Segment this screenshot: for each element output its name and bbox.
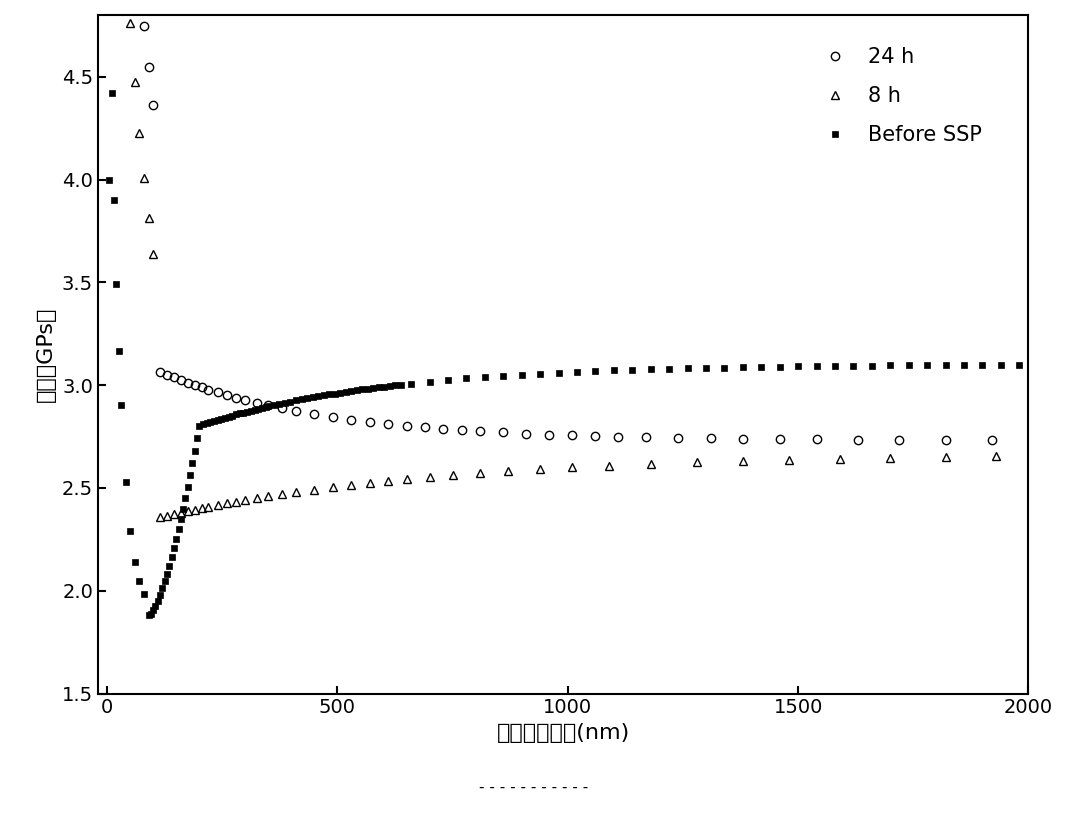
- 8 h: [884, 452, 897, 462]
- 8 h: [250, 493, 263, 503]
- 8 h: [168, 509, 180, 519]
- Before SSP: [106, 88, 119, 98]
- 8 h: [230, 496, 242, 506]
- 8 h: [220, 498, 233, 508]
- 8 h: [128, 77, 141, 87]
- 24 h: [211, 387, 224, 397]
- Before SSP: [179, 493, 192, 503]
- 8 h: [690, 457, 703, 467]
- 8 h: [308, 485, 320, 495]
- X-axis label: 表面压痕深度(nm): 表面压痕深度(nm): [497, 723, 630, 743]
- 24 h: [437, 424, 450, 434]
- 8 h: [154, 512, 167, 522]
- 24 h: [276, 403, 288, 413]
- 8 h: [195, 503, 208, 513]
- Y-axis label: 模量（GPs）: 模量（GPs）: [36, 307, 57, 402]
- 8 h: [124, 18, 137, 28]
- Before SSP: [142, 611, 155, 621]
- 8 h: [182, 506, 194, 516]
- 8 h: [423, 472, 436, 482]
- 8 h: [446, 471, 459, 481]
- 8 h: [146, 249, 159, 259]
- 8 h: [990, 451, 1003, 461]
- Line: 8 h: 8 h: [108, 0, 1001, 521]
- Before SSP: [186, 458, 199, 468]
- 8 h: [160, 511, 173, 521]
- 8 h: [262, 491, 274, 501]
- 8 h: [132, 128, 145, 138]
- 8 h: [289, 487, 302, 497]
- 8 h: [276, 489, 288, 499]
- 8 h: [211, 500, 224, 510]
- 8 h: [345, 480, 358, 490]
- Before SSP: [1012, 360, 1025, 370]
- 8 h: [381, 476, 394, 486]
- 8 h: [566, 462, 579, 472]
- Line: 24 h: 24 h: [108, 0, 995, 445]
- Legend: 24 h, 8 h, Before SSP: 24 h, 8 h, Before SSP: [814, 39, 990, 153]
- Before SSP: [340, 387, 352, 397]
- 8 h: [783, 455, 796, 465]
- Before SSP: [230, 410, 242, 420]
- 8 h: [534, 464, 547, 474]
- 8 h: [939, 451, 952, 461]
- 8 h: [188, 505, 201, 515]
- 8 h: [239, 495, 252, 505]
- 8 h: [502, 466, 515, 476]
- Line: Before SSP: Before SSP: [106, 90, 1023, 619]
- 8 h: [142, 213, 155, 223]
- 8 h: [202, 502, 215, 512]
- 8 h: [644, 459, 657, 469]
- Before SSP: [103, 175, 115, 185]
- Text: - - - - - - - - - - -: - - - - - - - - - - -: [480, 780, 588, 795]
- 8 h: [833, 453, 846, 463]
- 8 h: [737, 456, 750, 466]
- 24 h: [400, 421, 413, 431]
- 8 h: [174, 507, 187, 517]
- 8 h: [474, 468, 487, 478]
- 8 h: [138, 173, 151, 183]
- 24 h: [811, 435, 823, 445]
- 8 h: [327, 482, 340, 492]
- Before SSP: [976, 360, 989, 370]
- Before SSP: [267, 400, 280, 410]
- 8 h: [602, 461, 615, 471]
- 8 h: [400, 474, 413, 484]
- 8 h: [363, 478, 376, 488]
- 24 h: [985, 436, 998, 446]
